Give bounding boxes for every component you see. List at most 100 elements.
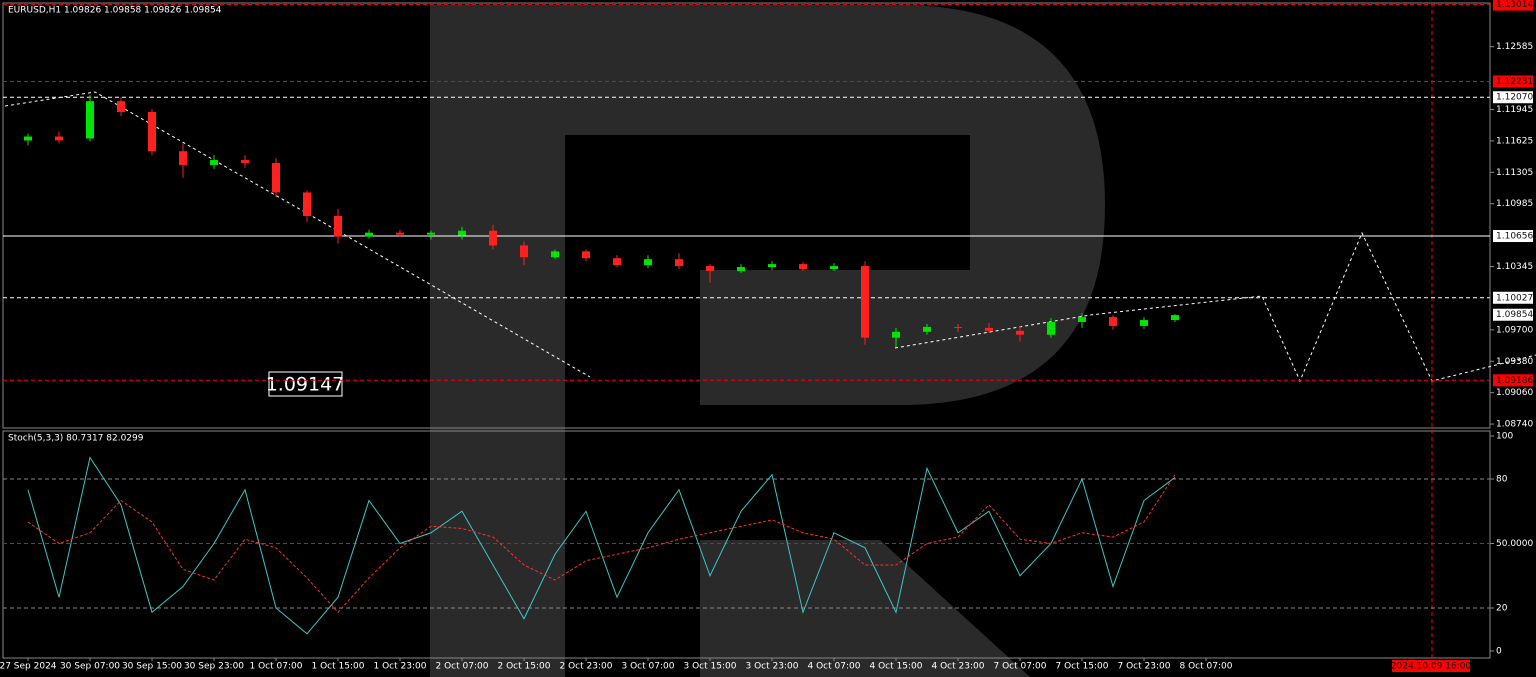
level-label-box (1493, 0, 1533, 11)
x-tick-label: 30 Sep 15:00 (122, 662, 182, 672)
candle-body (334, 216, 342, 237)
candle-body (644, 259, 652, 266)
y-tick-label: 80 (1496, 475, 1508, 485)
candle-body (923, 326, 931, 332)
x-tick-label: 3 Oct 07:00 (622, 662, 675, 672)
x-tick-label: 3 Oct 15:00 (684, 662, 737, 672)
y-tick-label: 1.11945 (1496, 105, 1533, 115)
candle-body (24, 136, 32, 141)
annotation-box (268, 371, 343, 397)
x-tick-label: 1 Oct 15:00 (312, 662, 365, 672)
x-tick-label: 8 Oct 07:00 (1180, 662, 1233, 672)
x-tick-label: 1 Oct 07:00 (250, 662, 303, 672)
forecast (4, 91, 1536, 383)
x-tick-label: 2 Oct 15:00 (498, 662, 551, 672)
candle-body (458, 230, 466, 236)
stoch-line (27, 474, 1176, 614)
annotation: 1.09147 (266, 374, 345, 396)
y-tick-label: 100 (1496, 432, 1513, 442)
x-tick-label: 7 Oct 15:00 (1056, 662, 1109, 672)
y-tick-label: 1.09700 (1496, 325, 1533, 335)
candle-body (861, 266, 869, 338)
y-tick-label: 1.11625 (1496, 136, 1533, 146)
candle-body (148, 111, 156, 152)
x-tick-label: 30 Sep 23:00 (184, 662, 244, 672)
x-tick-label: 7 Oct 23:00 (1118, 662, 1171, 672)
y-tick-label: 1.11305 (1496, 168, 1533, 178)
candle-body (117, 101, 125, 112)
candle-body (427, 232, 435, 235)
level-label-box (1493, 230, 1533, 243)
candle-body (210, 160, 218, 165)
x-tick-label: 4 Oct 15:00 (870, 662, 923, 672)
candle-body (1140, 320, 1148, 326)
level-label: 1.10027 (1496, 293, 1533, 303)
y-tick-label: 1.10985 (1496, 199, 1533, 209)
y-tick-label: 20 (1496, 604, 1508, 614)
candle-body (86, 101, 94, 139)
level-label: 1.09854 (1496, 310, 1533, 320)
x-tick-label: 4 Oct 23:00 (932, 662, 985, 672)
candle-body (706, 266, 714, 271)
x-tick-label: 2 Oct 07:00 (436, 662, 489, 672)
stoch-panel (2, 430, 1491, 659)
y-tick-label: 50.0000 (1496, 539, 1533, 549)
watermark (430, 5, 1105, 677)
candle-body (489, 230, 497, 246)
level-label-box (1493, 291, 1533, 304)
y-tick-label: 1.09380 (1496, 357, 1533, 367)
date-label: 2024.10.09 16:00 (1391, 662, 1472, 672)
candle-body (272, 163, 280, 193)
candle-body (582, 251, 590, 259)
level-label-box (1493, 75, 1533, 88)
main-panel (2, 2, 1491, 429)
candle-body (985, 327, 993, 331)
candle-body (179, 151, 187, 165)
candle-body (613, 258, 621, 266)
date-box (1392, 660, 1470, 672)
candle-body (241, 160, 249, 163)
candle-body (1109, 317, 1117, 326)
x-tick-label: 1 Oct 23:00 (374, 662, 427, 672)
y-tick-label: 0 (1496, 647, 1502, 657)
candle-body (768, 264, 776, 268)
candle-body (830, 266, 838, 269)
level-label: 1.12231 (1496, 77, 1533, 87)
y-tick-label: 1.12585 (1496, 42, 1533, 52)
candle-body (1016, 330, 1024, 335)
candle-body (799, 264, 807, 269)
x-tick-label: 27 Sep 2024 (0, 662, 57, 672)
y-tick-label: 1.10345 (1496, 262, 1533, 272)
candle-body (1078, 317, 1086, 322)
candle-body (892, 331, 900, 338)
y-tick-label: 1.08740 (1496, 420, 1533, 430)
candle-body (520, 245, 528, 258)
x-tick-label: 7 Oct 07:00 (994, 662, 1047, 672)
x-tick-label: 3 Oct 23:00 (746, 662, 799, 672)
level-label-box (1493, 91, 1533, 104)
candle-body (1047, 322, 1055, 335)
candle-body (365, 232, 373, 237)
candle-body (675, 259, 683, 267)
y-tick-label: 1.09060 (1496, 388, 1533, 398)
chart-title: EURUSD,H1 1.09826 1.09858 1.09826 1.0985… (8, 6, 222, 16)
x-tick-label: 2 Oct 23:00 (560, 662, 613, 672)
candle-body (954, 326, 962, 328)
candle-body (737, 267, 745, 271)
candle-body (303, 192, 311, 216)
candle-body (55, 136, 63, 141)
candle-body (396, 232, 404, 235)
level-label: 1.12070 (1496, 93, 1533, 103)
level-label: 1.09186 (1496, 376, 1533, 386)
stoch-title: Stoch(5,3,3) 80.7317 82.0299 (8, 434, 144, 444)
level-label: 1.13014 (1496, 0, 1533, 10)
level-label-box (1493, 374, 1533, 387)
x-tick-label: 4 Oct 07:00 (808, 662, 861, 672)
candle-body (1171, 315, 1179, 321)
level-label-box (1493, 308, 1533, 321)
candle-body (551, 251, 559, 258)
level-label: 1.10656 (1496, 232, 1533, 242)
x-tick-label: 30 Sep 07:00 (60, 662, 120, 672)
stoch-line (27, 456, 1176, 635)
